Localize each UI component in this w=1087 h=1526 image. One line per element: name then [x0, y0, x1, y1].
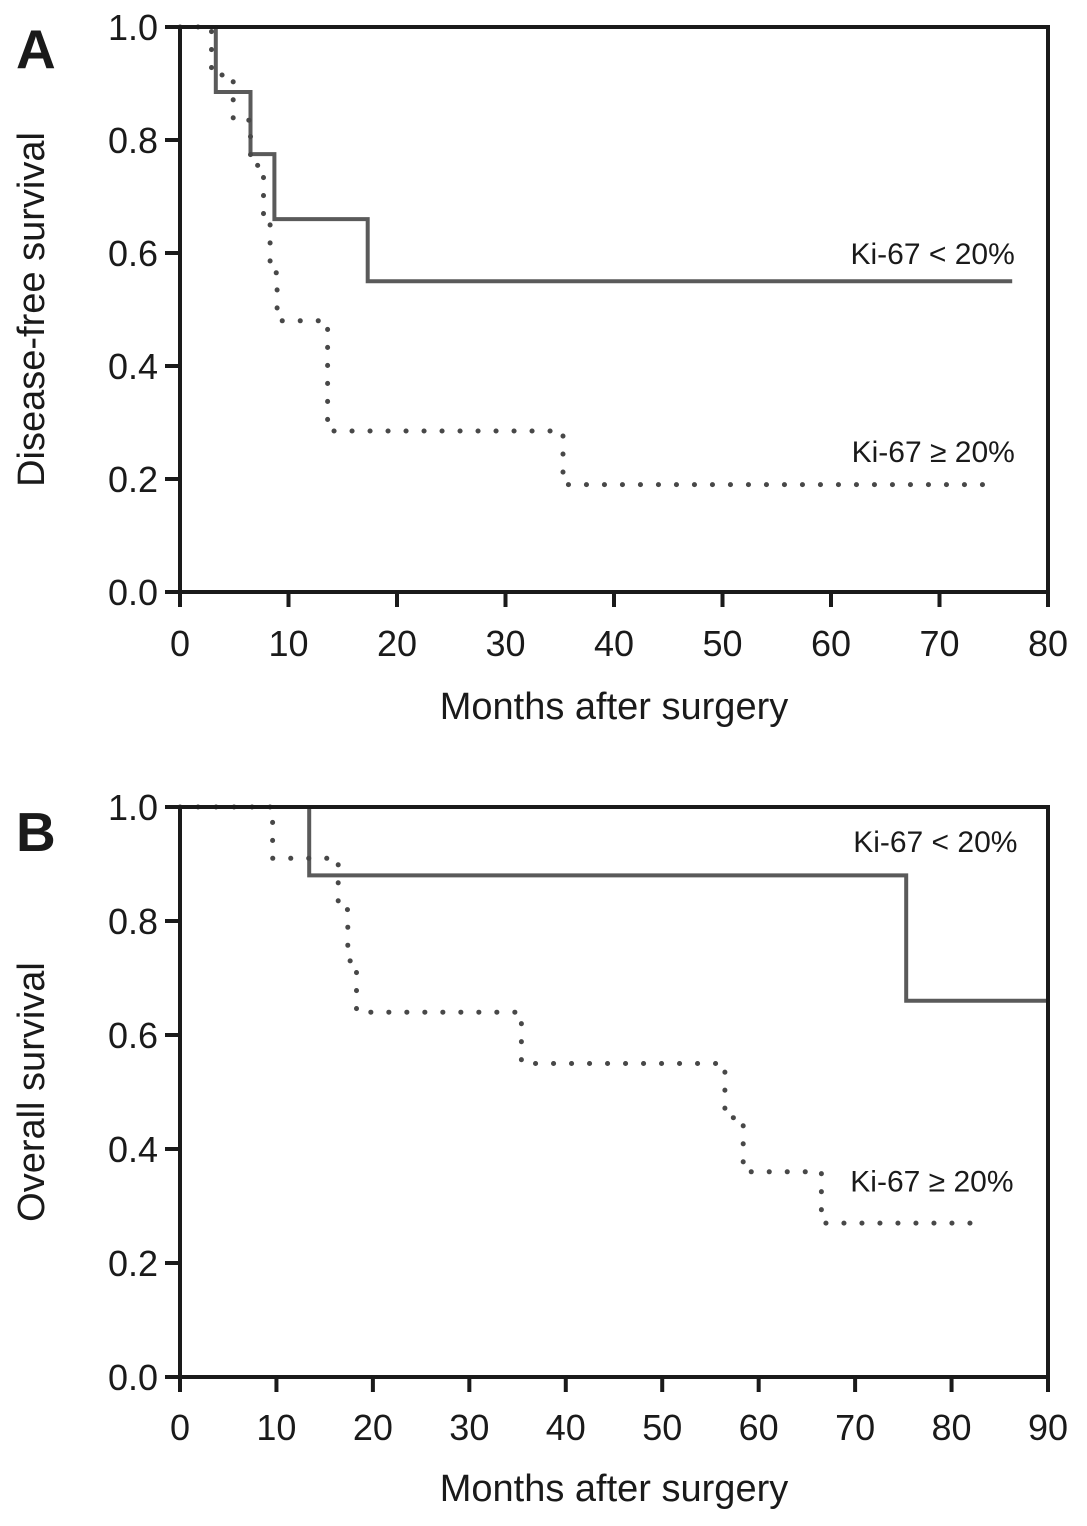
panel-a-x-tick-label: 40	[594, 623, 634, 664]
panel-b-x-tick-label: 40	[546, 1407, 586, 1448]
panel-b-x-tick-label: 30	[449, 1407, 489, 1448]
panel-b-x-tick-label: 90	[1028, 1407, 1068, 1448]
panel-a-y-tick-label: 0.8	[108, 120, 158, 161]
panel-b-y-tick-label: 0.8	[108, 901, 158, 942]
panel-b-plot: 0 10 20 30 40 50 60 70 80 90 0.0 0.2 0.4 0.6 0.8 1.0	[108, 787, 1068, 1448]
panel-b-y-tick-label: 0.0	[108, 1357, 158, 1398]
panel-b-curve-dotted	[177, 804, 985, 1226]
panel-b-x-axis-title: Months after surgery	[440, 1468, 788, 1510]
panel-b-y-tick-label: 0.2	[108, 1243, 158, 1284]
panel-a-frame	[178, 25, 1050, 594]
panel-a-y-tick-label: 0.2	[108, 459, 158, 500]
panel-b-letter: B	[16, 801, 56, 863]
panel-a-x-tick-label: 60	[811, 623, 851, 664]
panel-b-y-tick-label: 0.6	[108, 1015, 158, 1056]
panel-b-x-tick-label: 80	[932, 1407, 972, 1448]
panel-a-y-axis-title: Disease-free survival	[11, 132, 53, 487]
panel-a-x-tick-label: 20	[377, 623, 417, 664]
panel-b-x-tick-label: 50	[642, 1407, 682, 1448]
panel-a-y-tick-label: 0.4	[108, 346, 158, 387]
panel-a-y-tick-label: 1.0	[108, 7, 158, 48]
panel-b-legend-ki67-low: Ki-67 < 20%	[853, 826, 1017, 859]
panel-a-x-tick-label: 50	[702, 623, 742, 664]
panel-a-plot: 0 10 20 30 40 50 60 70 80 0.0 0.2 0.4 0.6 0.8 1.0	[108, 7, 1068, 664]
panel-b-legend-ki67-high: Ki-67 ≥ 20%	[850, 1165, 1013, 1198]
panel-a-legend-ki67-low: Ki-67 < 20%	[851, 238, 1015, 271]
panel-a-y-tick-label: 0.0	[108, 572, 158, 613]
panel-b-frame	[178, 805, 1050, 1379]
panel-b-y-axis-title: Overall survival	[11, 962, 53, 1222]
panel-a-y-tick-label: 0.6	[108, 233, 158, 274]
panel-b-x-tick-label: 60	[739, 1407, 779, 1448]
panel-a-x-tick-label: 80	[1028, 623, 1068, 664]
panel-b-y-tick-label: 1.0	[108, 787, 158, 828]
panel-a-x-tick-label: 70	[919, 623, 959, 664]
panel-a-x-axis-title: Months after surgery	[440, 686, 788, 728]
panel-a-curve-solid	[180, 25, 1013, 284]
panel-a-x-tick-label: 10	[268, 623, 308, 664]
panel-b-x-tick-label: 20	[353, 1407, 393, 1448]
panel-b-x-tick-label: 10	[256, 1407, 296, 1448]
panel-a-x-tick-label: 0	[170, 623, 190, 664]
panel-b-x-tick-label: 0	[170, 1407, 190, 1448]
panel-a-legend-ki67-high: Ki-67 ≥ 20%	[852, 436, 1015, 469]
panel-b-y-tick-label: 0.4	[108, 1129, 158, 1170]
panel-a-letter: A	[16, 18, 56, 80]
panel-b-x-tick-label: 70	[835, 1407, 875, 1448]
panel-a-x-tick-label: 30	[485, 623, 525, 664]
